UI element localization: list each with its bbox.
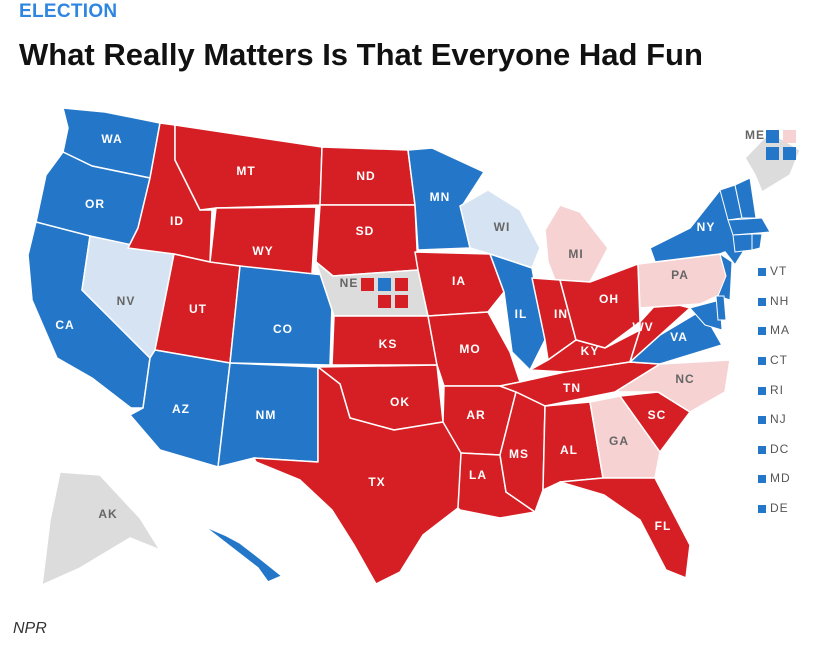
district-boxes-layer xyxy=(361,130,796,308)
me-district-box xyxy=(766,130,779,143)
state-label-wa: WA xyxy=(101,132,122,146)
state-label-nc: NC xyxy=(675,372,694,386)
ne-district-box xyxy=(378,278,391,291)
state-label-az: AZ xyxy=(172,402,190,416)
state-wi xyxy=(459,189,541,269)
ne-district-box xyxy=(361,278,374,291)
small-state-swatch-ct xyxy=(758,357,766,365)
small-state-label-md: MD xyxy=(770,471,791,485)
section-kicker: ELECTION xyxy=(19,1,118,22)
state-label-ne: NE xyxy=(340,276,359,290)
state-sd xyxy=(315,204,419,277)
state-label-or: OR xyxy=(85,197,105,211)
small-state-label-nj: NJ xyxy=(770,412,787,426)
state-ga xyxy=(589,395,661,479)
state-label-ok: OK xyxy=(390,395,410,409)
small-state-swatch-ma xyxy=(758,327,766,335)
source-credit: NPR xyxy=(13,620,47,637)
small-state-swatch-dc xyxy=(758,446,766,454)
state-mi xyxy=(544,204,609,283)
state-label-oh: OH xyxy=(599,292,619,306)
state-label-wv: WV xyxy=(632,320,653,334)
state-label-al: AL xyxy=(560,443,578,457)
state-co xyxy=(229,265,334,366)
state-label-la: LA xyxy=(469,468,487,482)
ne-district-box xyxy=(395,278,408,291)
state-label-nm: NM xyxy=(256,408,277,422)
state-label-va: VA xyxy=(670,330,688,344)
state-tx xyxy=(253,366,463,585)
small-state-label-ri: RI xyxy=(770,383,784,397)
me-district-box xyxy=(783,130,796,143)
state-label-ms: MS xyxy=(509,447,529,461)
state-label-wi: WI xyxy=(494,220,511,234)
state-label-me: ME xyxy=(745,128,765,142)
state-label-mi: MI xyxy=(568,247,583,261)
state-label-ks: KS xyxy=(379,337,398,351)
state-ma xyxy=(727,217,771,236)
small-state-swatch-nj xyxy=(758,416,766,424)
state-label-nd: ND xyxy=(356,169,375,183)
state-label-tn: TN xyxy=(563,381,581,395)
ne-district-box xyxy=(378,295,391,308)
state-label-mt: MT xyxy=(236,164,255,178)
state-label-ky: KY xyxy=(581,344,600,358)
small-state-label-ct: CT xyxy=(770,353,788,367)
state-label-ut: UT xyxy=(189,302,207,316)
ne-district-box xyxy=(395,295,408,308)
page-title: What Really Matters Is That Everyone Had… xyxy=(19,37,703,72)
state-label-il: IL xyxy=(515,307,528,321)
state-hi xyxy=(195,519,283,583)
state-label-tx: TX xyxy=(368,475,385,489)
state-md xyxy=(689,299,723,331)
state-label-ak: AK xyxy=(98,507,117,521)
state-fl xyxy=(559,477,691,579)
state-label-ar: AR xyxy=(466,408,485,422)
state-label-ca: CA xyxy=(55,318,74,332)
small-state-label-nh: NH xyxy=(770,294,789,308)
state-ak xyxy=(41,471,161,586)
state-label-pa: PA xyxy=(671,268,689,282)
states-layer xyxy=(27,107,801,586)
state-ct xyxy=(732,233,753,253)
state-label-sd: SD xyxy=(356,224,375,238)
state-ri xyxy=(751,233,763,251)
state-de xyxy=(715,295,727,321)
state-labels-layer: WA OR CA NV ID MT WY UT CO AZ NM ND SD NE KS OK TX MN IA MO… xyxy=(55,128,765,567)
small-state-swatch-md xyxy=(758,475,766,483)
state-label-ga: GA xyxy=(609,434,629,448)
state-label-hi: HI xyxy=(229,553,243,567)
state-label-nv: NV xyxy=(117,294,136,308)
state-label-mo: MO xyxy=(459,342,480,356)
state-label-mn: MN xyxy=(430,190,451,204)
state-label-wy: WY xyxy=(252,244,273,258)
state-label-in: IN xyxy=(554,307,568,321)
small-states-list: VT NH MA CT RI NJ DC MD DE xyxy=(758,264,791,515)
me-district-box xyxy=(783,147,796,160)
small-state-swatch-ri xyxy=(758,387,766,395)
state-label-fl: FL xyxy=(655,519,672,533)
small-state-label-dc: DC xyxy=(770,442,789,456)
small-state-swatch-vt xyxy=(758,268,766,276)
state-label-id: ID xyxy=(170,214,184,228)
state-label-ia: IA xyxy=(452,274,466,288)
small-state-label-ma: MA xyxy=(770,323,790,337)
small-state-swatch-nh xyxy=(758,298,766,306)
small-state-swatch-de xyxy=(758,505,766,513)
small-state-label-de: DE xyxy=(770,501,789,515)
small-state-label-vt: VT xyxy=(770,264,787,278)
state-nc xyxy=(614,359,731,413)
state-label-sc: SC xyxy=(648,408,667,422)
me-district-box xyxy=(766,147,779,160)
state-label-ny: NY xyxy=(697,220,716,234)
state-label-co: CO xyxy=(273,322,293,336)
